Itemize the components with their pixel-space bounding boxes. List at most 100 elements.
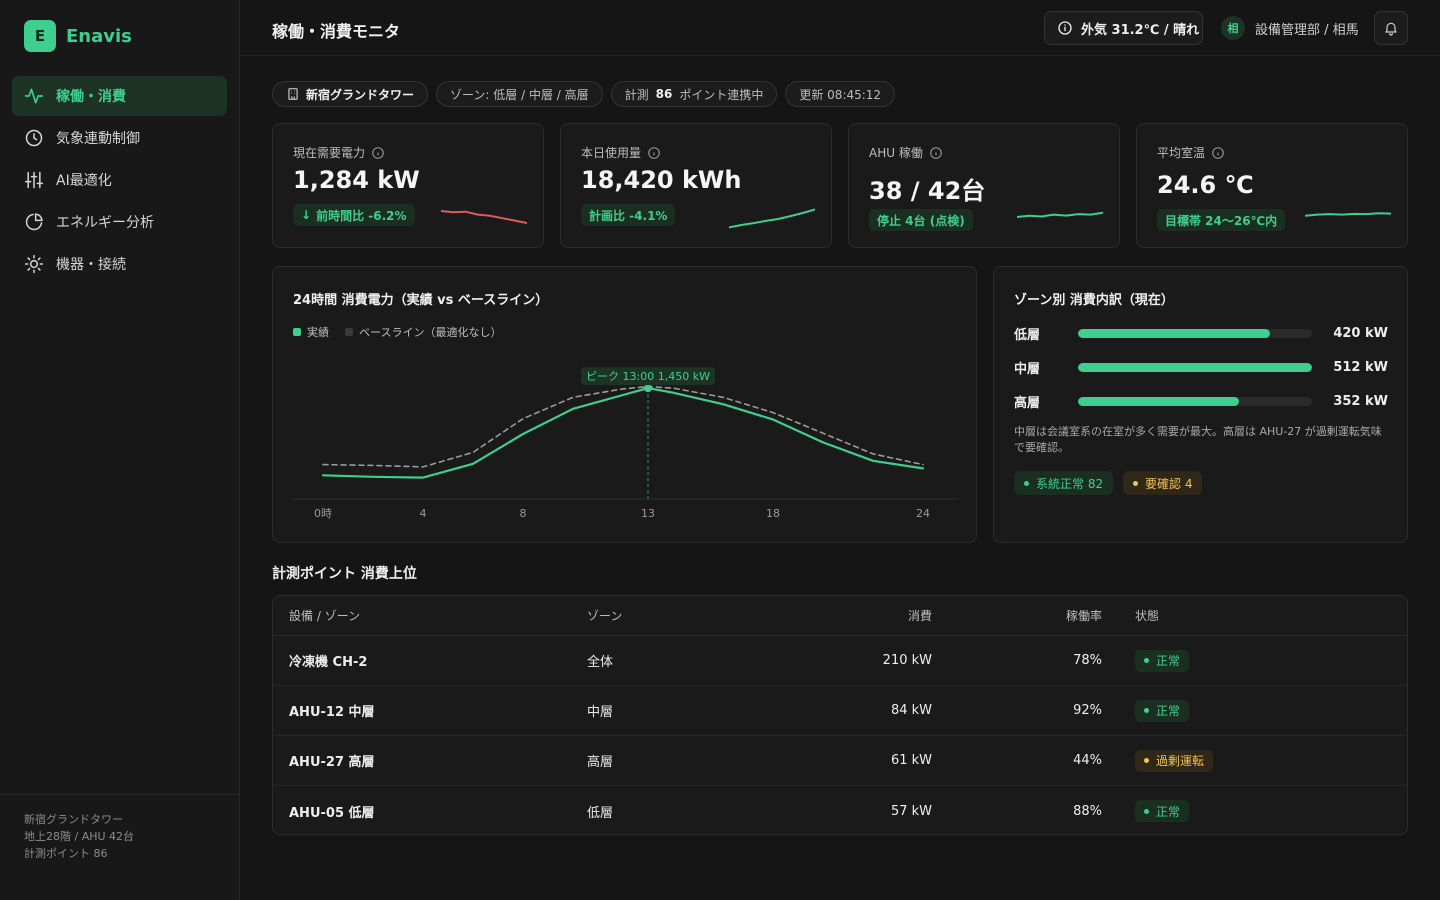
kpi-label-text: 平均室温 — [1157, 146, 1206, 160]
row-zone: 中層 — [587, 705, 614, 720]
kpi-label-text: 現在需要電力 — [293, 146, 366, 160]
row-utilization: 88% — [1073, 803, 1102, 819]
pill-text: 要確認 4 — [1145, 476, 1193, 491]
kpi-card-temperature[interactable]: 平均室温 24.6 ℃ 目標帯 24〜26℃内 — [1136, 123, 1408, 248]
header-equipment[interactable]: 設備 / ゾーン — [289, 609, 361, 623]
row-status: 正常 — [1135, 786, 1190, 834]
kpi-sparkline — [1017, 211, 1103, 218]
updated-chip: 更新 08:45:12 — [785, 81, 896, 107]
legend-label: ベースライン（最適化なし） — [359, 326, 502, 339]
zone-name: 低層 — [1014, 327, 1041, 343]
kpi-sparkline — [729, 208, 815, 229]
header-consumption[interactable]: 消費 — [907, 609, 932, 623]
system-ok-pill[interactable]: 系統正常 82 — [1014, 471, 1114, 495]
brand-name: Enavis — [66, 25, 132, 47]
info-icon[interactable] — [1211, 146, 1225, 160]
peak-annotation: ピーク 13:00 1,450 kW — [581, 367, 715, 386]
actual-series-line[interactable] — [321, 386, 925, 479]
zone-bar-fill — [1078, 396, 1239, 406]
sidebar-item-weather-control[interactable]: 気象連動制御 — [12, 118, 227, 158]
row-equipment: AHU-05 低層 — [289, 805, 375, 821]
x-tick-label: 0時 — [314, 507, 332, 520]
status-text: 正常 — [1156, 704, 1181, 718]
kpi-card-usage[interactable]: 本日使用量 18,420 kWh 計画比 -4.1% — [560, 123, 832, 248]
info-icon[interactable] — [929, 146, 943, 160]
status-dot — [1024, 480, 1029, 486]
kpi-label: AHU 稼働 — [869, 144, 943, 161]
kpi-value: 24.6 ℃ — [1157, 171, 1254, 199]
building-chip[interactable]: 新宿グランドタワー — [272, 81, 429, 107]
kpi-value: 18,420 kWh — [581, 166, 742, 194]
zone-row-mid[interactable]: 中層 512 kW — [1014, 357, 1388, 377]
row-equipment: AHU-12 中層 — [289, 705, 375, 720]
sparkline-path — [729, 208, 815, 229]
sidebar-item-ai-optimization[interactable]: AI最適化 — [12, 160, 227, 200]
notification-button[interactable] — [1374, 11, 1408, 45]
sidebar-item-energy-analysis[interactable]: エネルギー分析 — [12, 202, 227, 242]
chart-legend: 実績 ベースライン（最適化なし） — [293, 324, 517, 340]
header-status[interactable]: 状態 — [1135, 609, 1160, 623]
info-icon[interactable] — [647, 146, 661, 160]
footer-points: 計測ポイント 86 — [24, 847, 108, 860]
zone-bar-fill — [1078, 362, 1312, 372]
building-icon — [288, 88, 298, 100]
power-line-chart[interactable]: 0時 4 8 13 18 24 ピーク 13:00 1,450 kW — [273, 267, 978, 544]
points-chip[interactable]: 計測 86 ポイント連携中 — [610, 81, 778, 107]
sidebar-item-label: エネルギー分析 — [56, 215, 154, 231]
status-dot — [1144, 708, 1149, 713]
kpi-sparkline — [441, 210, 527, 224]
legend-baseline[interactable]: ベースライン（最適化なし） — [345, 324, 501, 340]
needs-check-pill[interactable]: 要確認 4 — [1123, 471, 1203, 495]
table-row[interactable]: 冷凍機 CH-2 全体 210 kW 78% 正常 — [273, 636, 1407, 686]
row-equipment: AHU-27 高層 — [289, 755, 375, 770]
filter-chips: 新宿グランドタワー ゾーン: 低層 / 中層 / 高層 計測 86 ポイント連携… — [272, 81, 903, 107]
kpi-card-ahu[interactable]: AHU 稼働 38 / 42台 停止 4台 (点検) — [848, 123, 1120, 248]
brand[interactable]: E Enavis — [24, 20, 132, 52]
sparkline-path — [1305, 212, 1391, 217]
header-zone[interactable]: ゾーン — [587, 609, 623, 623]
table-section-title: 計測ポイント 消費上位 — [272, 566, 417, 582]
top-points-table: 設備 / ゾーン ゾーン 消費 稼働率 状態 冷凍機 CH-2 全体 210 k… — [272, 595, 1408, 835]
kpi-card-demand[interactable]: 現在需要電力 1,284 kW ↓ 前時間比 -6.2% — [272, 123, 544, 248]
sparkline-path — [441, 210, 527, 224]
zone-filter-chip[interactable]: ゾーン: 低層 / 中層 / 高層 — [436, 81, 603, 107]
zone-breakdown-card: ゾーン別 消費内訳（現在） 低層 420 kW 中層 512 kW 高層 352… — [993, 266, 1408, 543]
table-row[interactable]: AHU-12 中層 中層 84 kW 92% 正常 — [273, 686, 1407, 736]
sidebar: E Enavis 稼働・消費 気象連動制御 AI最適化 エネルギー分析 機器・接… — [0, 0, 240, 900]
zone-row-high[interactable]: 高層 352 kW — [1014, 391, 1388, 411]
header-utilization[interactable]: 稼働率 — [1065, 609, 1102, 623]
peak-label-bg — [581, 367, 715, 386]
status-dot — [1144, 808, 1149, 814]
sidebar-item-label: 稼働・消費 — [56, 89, 126, 105]
zone-name: 高層 — [1014, 395, 1041, 411]
chart-title: 24時間 消費電力（実績 vs ベースライン） — [293, 293, 549, 308]
x-tick-label: 13 — [641, 507, 655, 520]
points-suffix: ポイント連携中 — [679, 87, 764, 102]
activity-icon — [24, 88, 44, 104]
legend-actual[interactable]: 実績 — [293, 324, 329, 340]
points-prefix: 計測 — [624, 87, 649, 102]
x-tick-label: 4 — [420, 507, 427, 520]
sun-icon — [24, 254, 44, 274]
sidebar-footer: 新宿グランドタワー 地上28階 / AHU 42台 計測ポイント 86 — [0, 794, 239, 862]
row-consumption: 84 kW — [890, 703, 932, 718]
info-icon[interactable] — [371, 146, 385, 160]
user-menu[interactable]: 相 設備管理部 / 相馬 — [1221, 16, 1359, 40]
zone-note: 中層は会議室系の在室が多く需要が最大。高層は AHU-27 が過剰運転気味で要確… — [1014, 425, 1382, 454]
table-row[interactable]: AHU-27 高層 高層 61 kW 44% 過剰運転 — [273, 736, 1407, 786]
table-row[interactable]: AHU-05 低層 低層 57 kW 88% 正常 — [273, 786, 1407, 834]
weather-button[interactable]: 外気 31.2℃ / 晴れ — [1044, 11, 1203, 45]
legend-label: 実績 — [307, 326, 329, 339]
row-consumption: 57 kW — [890, 803, 932, 819]
status-text: 正常 — [1156, 654, 1181, 668]
row-status: 過剰運転 — [1135, 736, 1214, 785]
sidebar-item-devices[interactable]: 機器・接続 — [12, 244, 227, 284]
peak-point[interactable] — [644, 384, 652, 393]
zone-row-low[interactable]: 低層 420 kW — [1014, 323, 1388, 343]
baseline-series-line[interactable] — [322, 385, 924, 468]
sidebar-item-operation[interactable]: 稼働・消費 — [12, 76, 227, 116]
user-label: 設備管理部 / 相馬 — [1255, 22, 1359, 38]
kpi-value: 1,284 kW — [293, 166, 420, 194]
sidebar-item-label: 機器・接続 — [56, 257, 126, 273]
sidebar-nav: 稼働・消費 気象連動制御 AI最適化 エネルギー分析 機器・接続 — [12, 76, 227, 286]
